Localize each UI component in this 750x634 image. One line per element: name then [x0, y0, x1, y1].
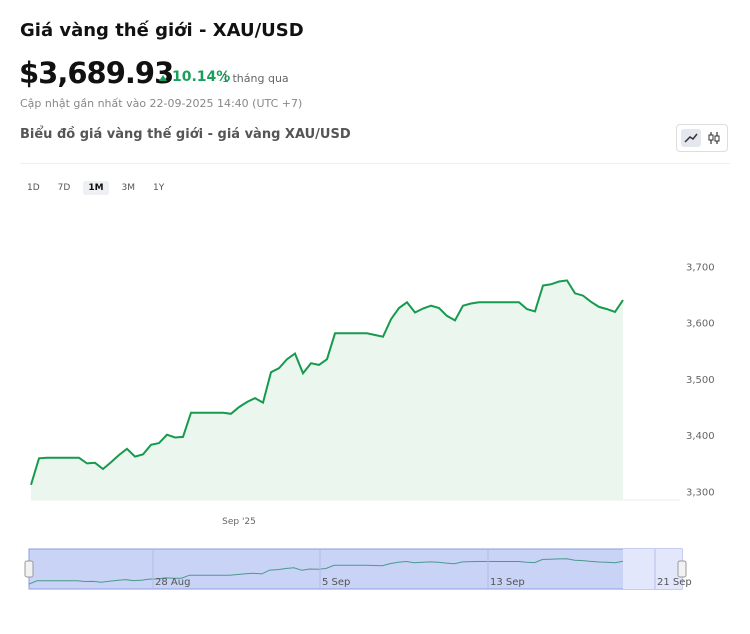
updated: Cập nhật gần nhất vào 22-09-2025 14:40 (… — [20, 97, 303, 110]
x-tick-label: Sep '25 — [222, 517, 256, 527]
y-tick-label: 3,600 — [686, 319, 715, 330]
navigator-bg — [28, 548, 683, 590]
y-tick-label: 3,500 — [686, 375, 715, 386]
navigator-label: 28 Aug — [155, 577, 190, 588]
navigator-label: 5 Sep — [322, 577, 350, 588]
y-tick-label: 3,700 — [686, 262, 715, 273]
chart-type-toggle — [676, 124, 728, 152]
navigator-handle[interactable] — [24, 560, 34, 578]
range-button[interactable]: 1Y — [153, 183, 165, 193]
navigator-label: 21 Sep — [657, 577, 692, 588]
divider — [20, 163, 730, 164]
y-tick-label: 3,400 — [686, 431, 715, 442]
line-toggle[interactable] — [681, 129, 701, 147]
area-fill — [31, 280, 623, 500]
price-line — [30, 279, 624, 486]
page-title: Giá vàng thế giới - XAU/USD — [20, 20, 304, 41]
period: 1 tháng qua — [222, 72, 289, 85]
up-arrow — [159, 75, 167, 81]
range-buttons: 1D 7D 1M 3M 1Y — [22, 175, 177, 195]
range-button[interactable]: 1M — [83, 181, 109, 195]
change: 10.14% — [172, 69, 231, 85]
range-button[interactable]: 7D — [57, 183, 71, 193]
navigator-outside — [623, 549, 682, 589]
y-tick-label: 3,300 — [686, 488, 715, 499]
chart-subtitle: Biểu đồ giá vàng thế giới - giá vàng XAU… — [20, 127, 351, 142]
range-button[interactable]: 1D — [27, 183, 40, 193]
navigator-label: 13 Sep — [490, 577, 525, 588]
navigator-line — [28, 558, 624, 585]
range-button[interactable]: 3M — [121, 183, 136, 193]
navigator-handle[interactable] — [677, 560, 687, 578]
candle-toggle[interactable] — [704, 129, 724, 147]
price: $3,689.93 — [19, 56, 174, 90]
